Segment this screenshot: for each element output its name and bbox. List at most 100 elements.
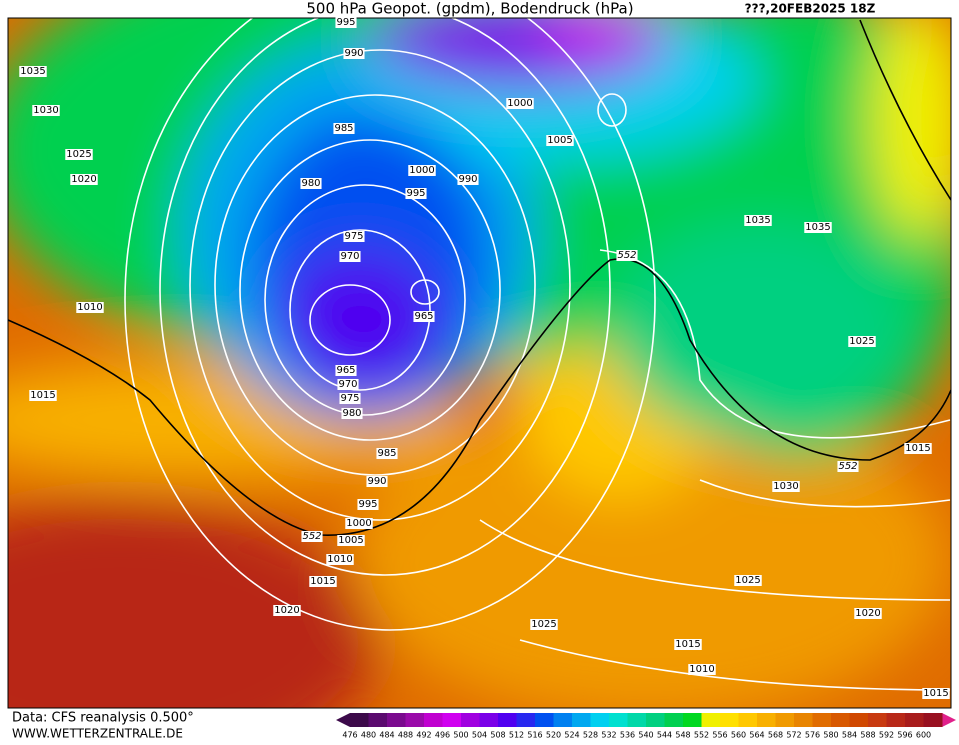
label-bg	[744, 215, 772, 226]
colorbar-label: 492	[416, 731, 431, 740]
isobar-label: 995	[336, 17, 355, 28]
label-bg	[309, 576, 337, 587]
colorbar-swatch	[683, 713, 702, 727]
data-source: Data: CFS reanalysis 0.500°	[12, 711, 194, 726]
isobar-label: 970	[338, 379, 357, 390]
colorbar-label: 508	[490, 731, 505, 740]
isobar-label: 1035	[745, 215, 770, 226]
colorbar-label: 484	[379, 731, 394, 740]
isobar-label: 1020	[274, 605, 299, 616]
label-bg	[343, 231, 365, 242]
label-bg	[904, 443, 932, 454]
label-bg	[70, 174, 98, 185]
colorbar-label: 580	[823, 731, 838, 740]
colorbar-label: 584	[842, 731, 857, 740]
colorbar-swatch	[609, 713, 628, 727]
map-title: 500 hPa Geopot. (gpdm), Bodendruck (hPa)	[306, 0, 633, 18]
label-bg	[339, 393, 361, 404]
colorbar-label: 548	[675, 731, 690, 740]
isobar-label: 980	[342, 408, 361, 419]
isobar-label: 990	[344, 48, 363, 59]
colorbar-swatch	[572, 713, 591, 727]
isobar-label: 985	[377, 448, 396, 459]
isobar-label: 1015	[923, 688, 948, 699]
label-bg	[273, 605, 301, 616]
isobar-label: 990	[458, 174, 477, 185]
colorbar-label: 556	[712, 731, 727, 740]
label-bg	[922, 688, 950, 699]
frame	[7, 17, 952, 709]
isobar-label: 1000	[409, 165, 434, 176]
colorbar-label: 476	[342, 731, 357, 740]
label-bg	[837, 461, 859, 472]
colorbar-label: 520	[546, 731, 561, 740]
colorbar-swatch	[498, 713, 517, 727]
colorbar-swatch	[387, 713, 406, 727]
label-bg	[854, 608, 882, 619]
colorbar: 476 480 484 488 492 496 500 504 508 512 516 520 524 5…	[336, 713, 956, 740]
isobar-label: 975	[340, 393, 359, 404]
isobar-label: 1015	[30, 390, 55, 401]
label-bg	[301, 531, 323, 542]
colorbar-swatch	[664, 713, 684, 727]
website: WWW.WETTERZENTRALE.DE	[12, 727, 183, 741]
colorbar-label: 564	[749, 731, 764, 740]
isobar-label: 995	[358, 499, 377, 510]
isobar-label: 975	[344, 231, 363, 242]
label-bg	[506, 98, 534, 109]
label-bg	[376, 448, 398, 459]
isobar-labels: 995 990 1035 1030 1025 1020 985 980 1000 1005 1000…	[19, 17, 950, 699]
isobar-label: 1010	[77, 302, 102, 313]
colorbar-label: 572	[786, 731, 801, 740]
colorbar-swatch	[627, 713, 647, 727]
isobar-label: 552	[838, 461, 857, 472]
map-date: ???,20FEB2025 18Z	[745, 2, 876, 16]
colorbar-label: 568	[768, 731, 783, 740]
isobar-label: 1025	[531, 619, 556, 630]
label-bg	[345, 518, 373, 529]
label-bg	[339, 251, 361, 262]
label-bg	[32, 105, 60, 116]
label-bg	[300, 178, 322, 189]
label-bg	[343, 48, 365, 59]
colorbar-swatch	[405, 713, 425, 727]
isobar-label: 552	[302, 531, 321, 542]
isobar-label: 1000	[346, 518, 371, 529]
label-bg	[405, 188, 427, 199]
colorbar-swatch	[905, 713, 924, 727]
colorbar-swatch	[368, 713, 388, 727]
colorbar-high-arrow	[942, 713, 956, 727]
label-bg	[326, 554, 354, 565]
colorbar-swatch	[590, 713, 610, 727]
isobar-label: 552	[617, 250, 636, 261]
colorbar-label: 500	[453, 731, 468, 740]
colorbar-label: 528	[583, 731, 598, 740]
label-bg	[337, 535, 365, 546]
label-bg	[335, 365, 357, 376]
isobars	[124, 18, 951, 691]
colorbar-swatch	[794, 713, 813, 727]
label-bg	[674, 639, 702, 650]
colorbar-swatch	[868, 713, 887, 727]
isobar-label: 995	[406, 188, 425, 199]
label-bg	[457, 174, 479, 185]
colorbar-swatch	[738, 713, 758, 727]
colorbar-swatch	[923, 713, 943, 727]
isobar-label: 965	[336, 365, 355, 376]
isobar-label: 1015	[905, 443, 930, 454]
label-bg	[408, 165, 436, 176]
colorbar-swatch	[479, 713, 499, 727]
isobar-label: 1010	[689, 664, 714, 675]
contour-552	[8, 19, 951, 536]
colorbar-label: 592	[879, 731, 894, 740]
colorbar-label: 532	[601, 731, 616, 740]
label-bg	[341, 408, 363, 419]
isobar-label: 985	[334, 123, 353, 134]
colorbar-label: 480	[361, 731, 376, 740]
colorbar-label: 496	[435, 731, 450, 740]
label-bg	[335, 17, 357, 28]
isobar-label: 1015	[675, 639, 700, 650]
isobar-label: 1025	[849, 336, 874, 347]
